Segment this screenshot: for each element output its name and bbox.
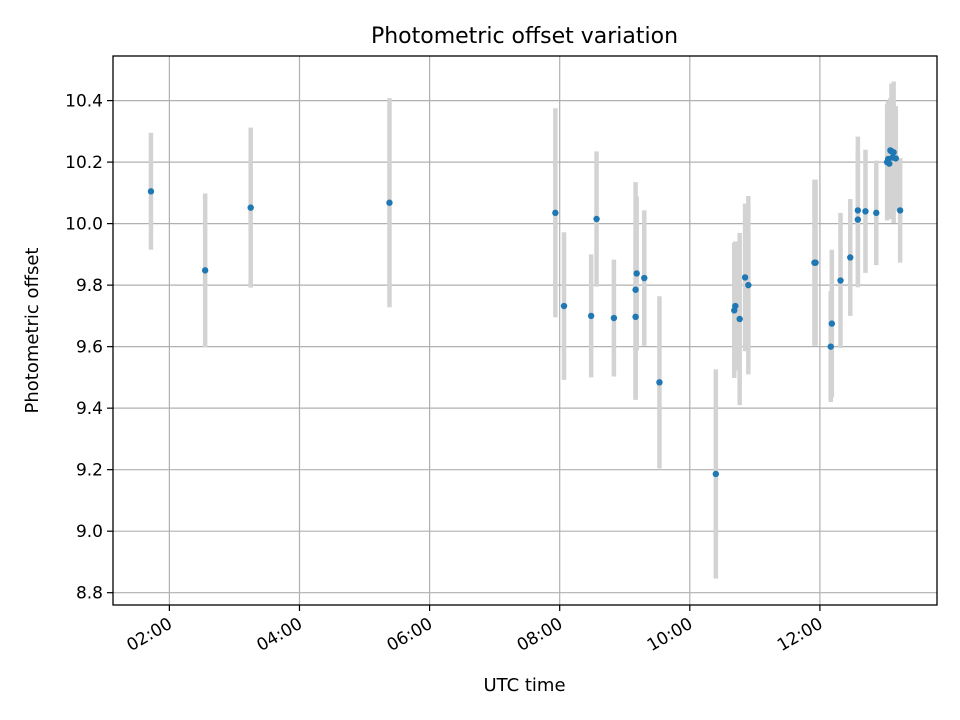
chart-title: Photometric offset variation	[371, 24, 678, 49]
data-point	[632, 286, 639, 293]
data-point	[827, 343, 834, 350]
data-point	[552, 209, 559, 217]
data-point	[873, 209, 880, 217]
y-tick-label: 8.8	[76, 584, 103, 604]
data-point	[632, 313, 639, 321]
data-point	[386, 199, 393, 206]
data-point	[886, 160, 893, 167]
data-point	[732, 302, 739, 310]
data-point	[587, 312, 595, 320]
x-tick-label: 08:00	[514, 614, 566, 656]
data-point	[610, 314, 618, 322]
y-axis-label: Photometric offset	[22, 248, 43, 414]
y-tick-label: 9.0	[76, 522, 103, 542]
x-tick-label: 04:00	[254, 614, 306, 656]
data-point	[854, 207, 862, 214]
data-point	[896, 207, 904, 214]
data-point	[837, 277, 844, 284]
data-point	[828, 320, 836, 327]
data-point	[201, 267, 209, 274]
data-point	[247, 204, 254, 211]
y-tick-label: 10.2	[65, 153, 103, 173]
x-tick-label: 02:00	[123, 614, 175, 656]
y-tick-label: 9.6	[76, 338, 103, 358]
data-point	[892, 155, 899, 162]
error-bars	[148, 81, 903, 579]
y-tick-label: 9.4	[76, 399, 103, 419]
data-point	[147, 188, 155, 195]
data-point	[847, 254, 854, 261]
y-tick-label: 10.0	[65, 215, 103, 235]
y-tick-label: 9.2	[76, 461, 103, 481]
data-point	[736, 315, 743, 323]
data-point	[712, 470, 720, 478]
plot-frame	[112, 55, 938, 606]
x-axis-label: UTC time	[483, 675, 565, 696]
data-point	[854, 216, 862, 223]
y-tick-label: 9.8	[76, 276, 103, 296]
x-tick-label: 06:00	[384, 614, 436, 656]
data-point	[862, 208, 869, 215]
y-tick-label: 10.4	[65, 92, 103, 112]
x-tick-label: 10:00	[644, 614, 696, 656]
data-point	[890, 149, 897, 156]
data-point	[641, 274, 648, 282]
data-point	[593, 215, 600, 223]
x-tick-label: 12:00	[774, 614, 826, 656]
data-point	[812, 259, 819, 266]
data-point	[745, 281, 752, 289]
data-point	[560, 302, 568, 310]
data-points	[147, 147, 904, 478]
data-point	[656, 379, 663, 386]
data-point	[741, 274, 749, 281]
axis-ticks: 8.8 9.0 9.2 9.4 9.6 9.8 10.0 10.2 10.4 02:00 04:00…	[65, 92, 826, 656]
data-point	[633, 270, 640, 277]
